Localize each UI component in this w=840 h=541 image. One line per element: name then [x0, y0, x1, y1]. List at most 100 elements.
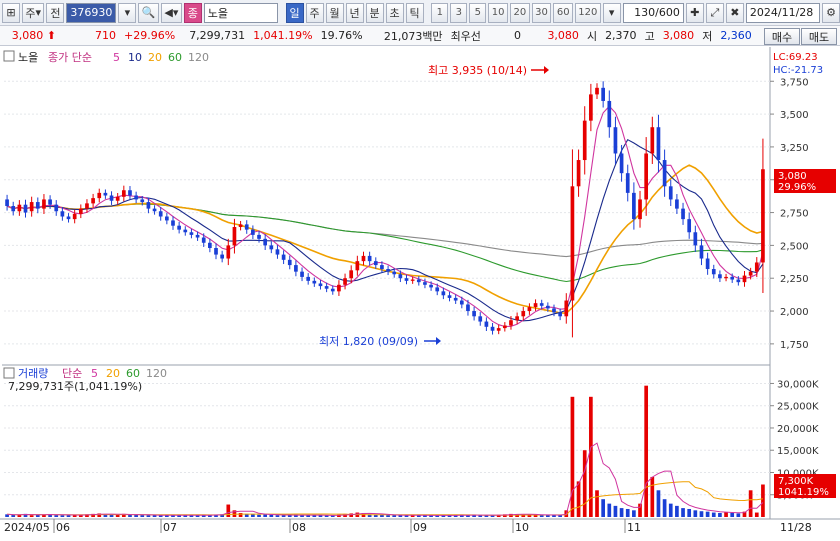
- candle-body: [754, 262, 759, 272]
- volume-bar: [287, 515, 292, 517]
- volume-legend: 거래량 단순 5 20 60 120: [3, 367, 167, 380]
- candle-body: [294, 265, 298, 272]
- market-label: 주: [25, 6, 36, 20]
- search-icon[interactable]: 🔍: [138, 2, 159, 23]
- candle-body: [195, 234, 200, 238]
- sell-button[interactable]: 매도: [801, 28, 837, 45]
- candle-body: [226, 245, 231, 259]
- interval-10[interactable]: 10: [488, 2, 508, 23]
- count-field[interactable]: 130/600: [622, 2, 684, 23]
- candle-body: [761, 169, 765, 263]
- volume-bar: [644, 385, 649, 517]
- candle-body: [447, 295, 452, 298]
- candle-body: [177, 225, 181, 230]
- candle-body: [687, 219, 692, 233]
- volume-bar: [23, 513, 28, 517]
- candle-body: [214, 248, 218, 255]
- lc-value: LC:69.23: [773, 52, 818, 63]
- period-week[interactable]: 주: [305, 2, 324, 23]
- volume-bar: [17, 514, 22, 517]
- candle-body: [66, 216, 71, 220]
- period-year[interactable]: 년: [345, 2, 364, 23]
- volume-bar: [582, 450, 587, 517]
- up-arrow-icon: ⬆: [43, 29, 56, 42]
- candle-body: [718, 274, 722, 279]
- date-tick-label: 10: [515, 521, 529, 534]
- volume-bar: [625, 508, 630, 517]
- candle-body: [423, 282, 427, 285]
- interval-5[interactable]: 5: [469, 2, 487, 23]
- volume-bar: [650, 476, 655, 517]
- stock-name-field[interactable]: 노을: [203, 2, 278, 23]
- market-select[interactable]: 주 ▾: [22, 2, 45, 23]
- volume-bar: [11, 514, 16, 517]
- current-price-badge: [774, 169, 836, 193]
- low-label: 저: [702, 29, 713, 43]
- sound-icon[interactable]: ◀▾: [160, 2, 182, 23]
- interval-20[interactable]: 20: [509, 2, 530, 23]
- stock-code-input[interactable]: 376930: [66, 2, 117, 23]
- interval-1[interactable]: 1: [431, 2, 449, 23]
- chart-area[interactable]: 3,7503,5003,2503,0002,7502,5002,2502,000…: [0, 47, 840, 541]
- delete-icon[interactable]: ✖: [725, 2, 744, 23]
- candle-body: [619, 153, 624, 174]
- date-field[interactable]: 2024/11/28: [745, 2, 820, 23]
- volume-bar: [435, 515, 440, 517]
- volume-bar: [718, 512, 722, 517]
- candle-body: [238, 224, 243, 228]
- volume-bar: [226, 504, 231, 517]
- volume-bar: [761, 484, 765, 517]
- volume-bar: [638, 503, 642, 517]
- candle-body: [380, 265, 384, 270]
- candle-body: [515, 316, 519, 321]
- volume-bar: [177, 515, 181, 517]
- max-arrow-head: [544, 66, 549, 74]
- volume-bar: [85, 514, 89, 517]
- period-tick[interactable]: 틱: [405, 2, 424, 23]
- volume-bar: [711, 512, 716, 517]
- buy-button[interactable]: 매수: [764, 28, 800, 45]
- interval-60[interactable]: 60: [553, 2, 574, 23]
- interval-30[interactable]: 30: [531, 2, 552, 23]
- volume-bar: [244, 513, 249, 517]
- type-select[interactable]: 전: [46, 2, 65, 23]
- period-day[interactable]: 일: [285, 2, 304, 23]
- volume-tick-label: 15,000K: [777, 446, 819, 457]
- draw-icon[interactable]: ⤢: [705, 2, 724, 23]
- price-tick-label: 2,000: [780, 307, 809, 318]
- volume-bar: [576, 481, 581, 517]
- code-dropdown-icon[interactable]: ▾: [118, 2, 137, 23]
- interval-3[interactable]: 3: [450, 2, 468, 23]
- candle-body: [724, 276, 728, 279]
- candle-body: [564, 300, 569, 317]
- trade-amount: 21,073백만: [383, 29, 443, 43]
- period-month[interactable]: 월: [325, 2, 344, 23]
- volume-bar: [300, 514, 304, 517]
- interval-dropdown-icon[interactable]: ▾: [602, 2, 621, 23]
- candle-body: [429, 284, 433, 288]
- volume-bar: [29, 515, 34, 517]
- volume-bar: [48, 514, 52, 517]
- candle-body: [595, 87, 599, 95]
- crosshair-icon[interactable]: ✚: [685, 2, 704, 23]
- candle-body: [582, 120, 587, 161]
- chart-menu-icon[interactable]: ⊞: [2, 2, 20, 23]
- period-second[interactable]: 초: [385, 2, 404, 23]
- ma5-line: [6, 105, 764, 328]
- panel-menu-icon[interactable]: [3, 50, 15, 62]
- gear-icon[interactable]: ⚙: [822, 2, 840, 23]
- candle-body: [232, 227, 237, 246]
- volume-bar: [748, 490, 753, 517]
- volume-bar: [189, 515, 194, 517]
- current-price-label: 3,080: [778, 171, 807, 182]
- volume-bar: [60, 515, 65, 517]
- volume-bar: [220, 514, 224, 517]
- price-tick-label: 2,250: [780, 274, 809, 285]
- volume-bar: [736, 513, 741, 517]
- candle-body: [109, 195, 114, 201]
- period-minute[interactable]: 분: [365, 2, 384, 23]
- volume-value: 7,299,731: [189, 29, 246, 42]
- volume-panel-menu-icon[interactable]: [3, 367, 15, 379]
- interval-120[interactable]: 120: [575, 2, 601, 23]
- volume-bar: [165, 515, 169, 517]
